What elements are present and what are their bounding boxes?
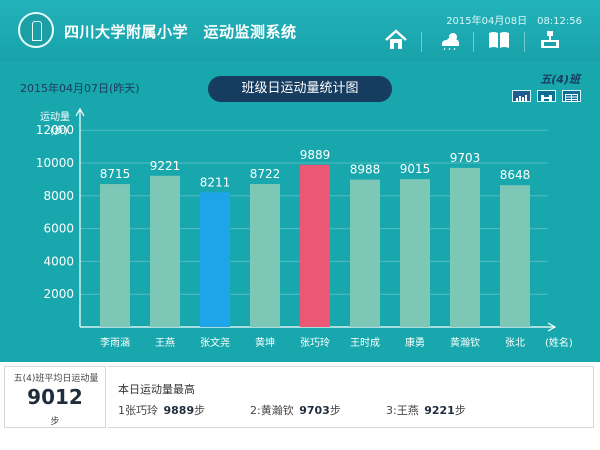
- chart-title: 班级日运动量统计图: [208, 76, 392, 102]
- x-tick-label: 张巧玲: [300, 337, 330, 349]
- bar-value-label: 9889: [300, 148, 331, 162]
- nav-separator: [524, 32, 525, 52]
- x-tick-label: 王时成: [350, 337, 380, 349]
- y-axis-label: 运动量: [40, 111, 70, 123]
- report-date: 2015年04月07日(昨天): [20, 82, 140, 95]
- rank-unit: 步: [454, 404, 466, 417]
- bar-chart-icon: [515, 87, 528, 106]
- device-button[interactable]: [534, 30, 566, 54]
- table-icon: [565, 87, 578, 106]
- rank-value: 9703: [299, 404, 330, 417]
- top-ranking-title: 本日运动量最高: [118, 383, 195, 396]
- y-tick-label: 6000: [43, 222, 74, 236]
- rank-item: 3:王燕 9221步: [386, 402, 466, 418]
- bar: [250, 183, 280, 327]
- bar-value-label: 8722: [250, 167, 281, 181]
- rank-name: 黄瀚钦: [260, 404, 294, 417]
- bar: [350, 179, 380, 327]
- x-tick-label: 李雨涵: [100, 336, 130, 349]
- dumbbell-icon: [540, 87, 553, 106]
- rank-number: 2:: [250, 404, 261, 417]
- home-button[interactable]: [380, 29, 412, 55]
- school-logo: [18, 12, 54, 48]
- book-icon: [486, 29, 512, 55]
- rank-name: 张巧玲: [125, 404, 158, 417]
- rank-unit: 步: [329, 404, 341, 417]
- bar: [200, 192, 230, 327]
- rank-item: 1张巧玲 9889步: [118, 402, 205, 418]
- rank-value: 9221: [424, 404, 455, 417]
- y-axis-label: (步): [50, 125, 68, 137]
- home-icon: [383, 29, 409, 55]
- table-view-button[interactable]: [562, 90, 581, 102]
- bar-value-label: 8648: [500, 168, 531, 182]
- x-tick-label: 张北: [505, 337, 525, 349]
- chart-panel: 2000 4000 6000 8000 10000 12000 运动量 (步) (姓名) 8715…: [0, 62, 600, 362]
- x-tick-label: 王燕: [155, 337, 175, 349]
- bar: [100, 184, 130, 327]
- weather-icon: [437, 29, 463, 55]
- rank-unit: 步: [194, 404, 206, 417]
- rank-value: 9889: [163, 404, 195, 417]
- bar-value-label: 9703: [450, 151, 481, 165]
- header-bar: 四川大学附属小学 运动监测系统 2015年04月08日 08:12:56: [0, 0, 600, 62]
- summary-panel: 五(4)班平均日运动量 9012 步 本日运动量最高 1张巧玲 9889步 2:…: [0, 362, 600, 450]
- rank-item: 2:黄瀚钦 9703步: [250, 402, 341, 418]
- class-average-unit: 步: [50, 417, 60, 427]
- class-average-card: 五(4)班平均日运动量 9012 步: [4, 366, 106, 428]
- rank-number: 1: [118, 404, 125, 417]
- y-tick-label: 4000: [43, 254, 74, 268]
- app-title: 四川大学附属小学 运动监测系统: [64, 23, 297, 41]
- y-tick-label: 8000: [43, 189, 74, 203]
- class-average-label: 五(4)班平均日运动量: [13, 374, 99, 384]
- y-axis-arrow: [75, 107, 85, 117]
- current-datetime: 2015年04月08日 08:12:56: [446, 16, 582, 27]
- x-axis-label: (姓名): [545, 336, 573, 349]
- bar-chart-view-button[interactable]: [512, 90, 531, 102]
- bar-value-label: 8715: [100, 167, 131, 181]
- x-tick-label: 黄坤: [255, 336, 275, 349]
- y-tick-label: 2000: [43, 287, 74, 301]
- device-icon: [537, 29, 563, 55]
- bar: [400, 179, 430, 327]
- book-button[interactable]: [483, 30, 515, 54]
- nav-separator: [421, 32, 422, 52]
- dumbbell-view-button[interactable]: [537, 90, 556, 102]
- bar-value-label: 8988: [350, 163, 381, 177]
- x-axis-arrow: [547, 322, 557, 332]
- x-tick-label: 黄瀚钦: [450, 336, 480, 349]
- bar: [450, 167, 480, 327]
- bar-value-label: 9221: [150, 159, 181, 173]
- y-tick-label: 12000: [36, 123, 74, 137]
- bar-value-label: 9015: [400, 162, 431, 176]
- bar-value-label: 8211: [200, 175, 231, 189]
- rank-number: 3:: [386, 404, 397, 417]
- x-tick-label: 张文尧: [200, 336, 230, 349]
- x-tick-label: 康勇: [405, 336, 425, 349]
- nav-separator: [473, 32, 474, 52]
- bar: [300, 164, 330, 327]
- y-tick-label: 10000: [36, 156, 74, 170]
- rank-name: 王燕: [396, 404, 419, 417]
- weather-button[interactable]: [434, 30, 466, 54]
- top-ranking-card: 本日运动量最高 1张巧玲 9889步 2:黄瀚钦 9703步 3:王燕 9221…: [108, 366, 594, 428]
- class-name: 五(4)班: [540, 73, 580, 86]
- class-average-value: 9012: [27, 385, 83, 409]
- bar: [150, 175, 180, 327]
- bar: [500, 185, 530, 327]
